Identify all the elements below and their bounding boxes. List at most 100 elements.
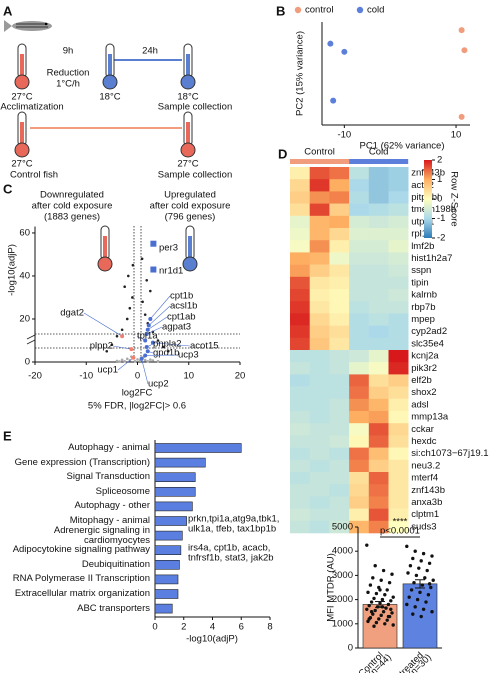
point — [458, 113, 465, 120]
x-tick-label: 0 — [152, 622, 157, 633]
heat-cell — [388, 289, 409, 302]
heat-cell — [349, 386, 370, 400]
heat-cell — [290, 496, 310, 509]
row-label: rbp7b — [411, 302, 435, 313]
heat-cell — [309, 459, 330, 473]
heat-cell — [349, 447, 370, 461]
point — [381, 568, 386, 573]
point — [131, 296, 134, 299]
heat-cell — [388, 325, 409, 339]
gene-label: pnpla2 — [153, 339, 182, 350]
heat-cell — [349, 313, 370, 326]
heat-cell — [349, 203, 370, 217]
heat-cell — [329, 264, 350, 278]
point — [418, 590, 422, 595]
heat-cell — [309, 447, 330, 461]
thermometer-fill — [108, 54, 112, 80]
gene-point — [144, 344, 149, 349]
heat-cell — [388, 240, 409, 253]
point — [383, 593, 387, 597]
caption: 5% FDR, |log2FC|> 0.6 — [88, 401, 186, 412]
point — [405, 602, 409, 607]
category-label: Autophagy - other — [74, 500, 150, 512]
heat-cell — [309, 264, 330, 278]
heat-cell — [329, 301, 350, 314]
row-label: slc35e4 — [411, 338, 444, 349]
heat-cell — [349, 496, 370, 509]
point — [369, 600, 374, 604]
point — [391, 595, 395, 599]
y-axis-label: PC2 (15% variance) — [295, 31, 306, 116]
heat-cell — [290, 423, 310, 436]
point — [390, 572, 394, 576]
point — [341, 48, 348, 55]
heat-cell — [290, 398, 310, 412]
y-tick-label: 5000 — [332, 522, 353, 533]
group-title: after cold exposure — [150, 201, 231, 212]
point — [105, 349, 109, 353]
point — [391, 623, 395, 627]
gene-label: acot15 — [190, 341, 219, 352]
row-label: tmem198b — [411, 204, 456, 215]
point — [389, 607, 393, 611]
temperature: 18°C — [177, 92, 198, 103]
point — [136, 358, 139, 361]
heat-cell — [290, 252, 310, 265]
row-label: lmf2b — [411, 241, 434, 252]
x-tick-label: -10 — [79, 371, 93, 382]
heat-cell — [368, 289, 389, 302]
point — [372, 624, 376, 628]
heat-cell — [290, 179, 310, 192]
heat-cell — [349, 240, 370, 253]
point — [156, 359, 160, 363]
heat-cell — [329, 240, 350, 253]
point — [414, 573, 419, 578]
point — [140, 257, 144, 261]
heat-cell — [349, 398, 370, 412]
group-bar — [290, 159, 350, 164]
bar — [154, 589, 179, 599]
colorbar-tick-label: -1 — [437, 213, 445, 224]
colorbar-title: Row Z-Score — [448, 171, 459, 226]
point — [384, 606, 388, 610]
heat-cell — [368, 484, 389, 497]
heat-cell — [309, 423, 330, 436]
point — [368, 583, 373, 587]
heat-cell — [309, 508, 330, 522]
y-tick-label: 1000 — [332, 618, 353, 629]
y-tick-label: 0 — [348, 643, 353, 654]
category-label: Signal Transduction — [66, 471, 150, 483]
heat-cell — [349, 325, 370, 339]
point — [126, 274, 130, 278]
heat-cell — [309, 398, 330, 412]
y-tick-label: 4000 — [332, 546, 353, 557]
duration: 9h — [63, 46, 74, 57]
point — [143, 313, 147, 316]
category-label: RNA Polymerase II Transcription — [12, 573, 150, 585]
heat-cell — [388, 484, 409, 497]
point — [161, 345, 165, 349]
category-label: ABC transporters — [77, 602, 150, 614]
gene-point — [148, 316, 153, 321]
point — [146, 360, 150, 363]
point — [371, 576, 375, 580]
heat-cell — [349, 228, 370, 241]
x-tick-label: 6 — [239, 622, 244, 633]
y-tick-label: 20 — [19, 313, 30, 324]
caption: Control fish — [10, 170, 58, 181]
bar — [154, 516, 187, 526]
row-label: tipin — [411, 277, 428, 288]
heat-cell — [368, 374, 389, 387]
bar — [154, 530, 183, 541]
gene-label: acsl1b — [170, 301, 197, 312]
row-label: hexdc — [411, 436, 437, 447]
heat-cell — [349, 362, 370, 375]
heat-cell — [388, 301, 409, 314]
duration: 24h — [142, 46, 158, 57]
significance: **** — [393, 517, 408, 528]
category-label: Extracellular matrix organization — [14, 588, 150, 599]
heat-cell — [349, 289, 370, 302]
leader-line — [146, 326, 163, 335]
group-title: Downregulated — [40, 190, 104, 201]
